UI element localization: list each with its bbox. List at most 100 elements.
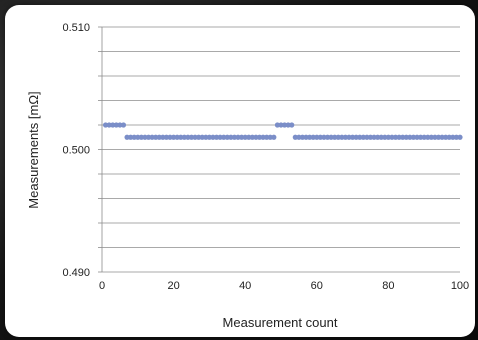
data-point xyxy=(145,134,152,140)
data-point xyxy=(350,134,356,140)
data-point xyxy=(346,134,352,140)
x-tick-label: 60 xyxy=(311,280,323,292)
data-point xyxy=(192,134,198,140)
data-point xyxy=(228,134,234,140)
data-point xyxy=(428,134,434,140)
data-point xyxy=(342,134,349,140)
y-tick-label: 0.490 xyxy=(62,267,90,279)
data-point xyxy=(256,134,263,140)
data-point xyxy=(357,134,363,140)
data-point xyxy=(167,134,173,140)
data-point xyxy=(153,134,159,140)
data-point xyxy=(264,134,270,140)
data-point xyxy=(235,134,241,140)
data-point xyxy=(299,134,306,140)
data-point xyxy=(339,134,345,140)
data-point xyxy=(425,134,431,140)
data-point xyxy=(203,134,209,140)
data-point xyxy=(106,122,112,128)
data-point xyxy=(289,122,295,128)
y-tick-label: 0.510 xyxy=(62,22,90,34)
data-point xyxy=(317,134,323,140)
data-point xyxy=(439,134,445,140)
data-point xyxy=(260,134,266,140)
data-point xyxy=(292,134,298,140)
data-point xyxy=(199,134,205,140)
data-point xyxy=(163,134,170,140)
data-point xyxy=(210,134,216,140)
data-point xyxy=(307,134,313,140)
data-point xyxy=(457,134,463,140)
data-point xyxy=(435,134,442,140)
data-point xyxy=(296,134,302,140)
data-point xyxy=(400,134,406,140)
data-point xyxy=(249,134,255,140)
data-point xyxy=(113,122,119,128)
data-point xyxy=(378,134,384,140)
data-point xyxy=(418,134,424,140)
x-axis-label: Measurement count xyxy=(223,315,338,330)
data-point xyxy=(453,134,460,140)
data-point xyxy=(138,134,144,140)
data-point xyxy=(239,134,245,140)
data-point xyxy=(285,122,291,128)
data-point xyxy=(392,134,399,140)
data-point xyxy=(142,134,148,140)
data-point xyxy=(414,134,420,140)
data-point xyxy=(160,134,166,140)
data-point xyxy=(217,134,223,140)
data-point xyxy=(124,134,130,140)
data-point xyxy=(443,134,449,140)
data-point xyxy=(396,134,402,140)
data-point xyxy=(360,134,366,140)
data-point xyxy=(128,134,134,140)
data-point xyxy=(303,134,309,140)
data-point xyxy=(131,134,137,140)
x-tick-label: 80 xyxy=(382,280,394,292)
data-point xyxy=(221,134,227,140)
data-point xyxy=(353,134,359,140)
data-point xyxy=(367,134,374,140)
axes xyxy=(98,26,103,273)
data-points xyxy=(102,122,463,140)
data-point xyxy=(188,134,195,140)
data-point xyxy=(267,134,273,140)
data-point xyxy=(117,122,123,128)
data-point xyxy=(178,134,184,140)
data-point xyxy=(310,134,316,140)
data-point xyxy=(335,134,341,140)
data-point xyxy=(324,134,331,140)
data-point xyxy=(382,134,388,140)
data-point xyxy=(450,134,456,140)
data-point xyxy=(156,134,162,140)
data-point xyxy=(253,134,259,140)
y-tick-labels: 0.490 0.500 0.510 xyxy=(62,22,90,279)
x-tick-label: 100 xyxy=(451,280,469,292)
data-point xyxy=(135,134,141,140)
data-point xyxy=(314,134,320,140)
data-point xyxy=(432,134,438,140)
data-point xyxy=(181,134,187,140)
data-point xyxy=(332,134,338,140)
y-tick-label: 0.500 xyxy=(62,145,90,157)
data-point xyxy=(410,134,417,140)
data-point xyxy=(149,134,155,140)
data-point xyxy=(246,134,252,140)
data-point xyxy=(403,134,409,140)
data-point xyxy=(278,122,284,128)
chart-panel xyxy=(5,5,475,337)
data-point xyxy=(242,134,248,140)
data-point xyxy=(328,134,334,140)
data-point xyxy=(364,134,370,140)
data-point xyxy=(281,122,288,128)
data-point xyxy=(120,122,127,128)
data-point xyxy=(271,134,277,140)
data-point xyxy=(385,134,391,140)
data-point xyxy=(421,134,427,140)
data-point xyxy=(185,134,191,140)
data-point xyxy=(389,134,395,140)
data-point xyxy=(224,134,230,140)
data-point xyxy=(196,134,202,140)
data-point xyxy=(110,122,116,128)
